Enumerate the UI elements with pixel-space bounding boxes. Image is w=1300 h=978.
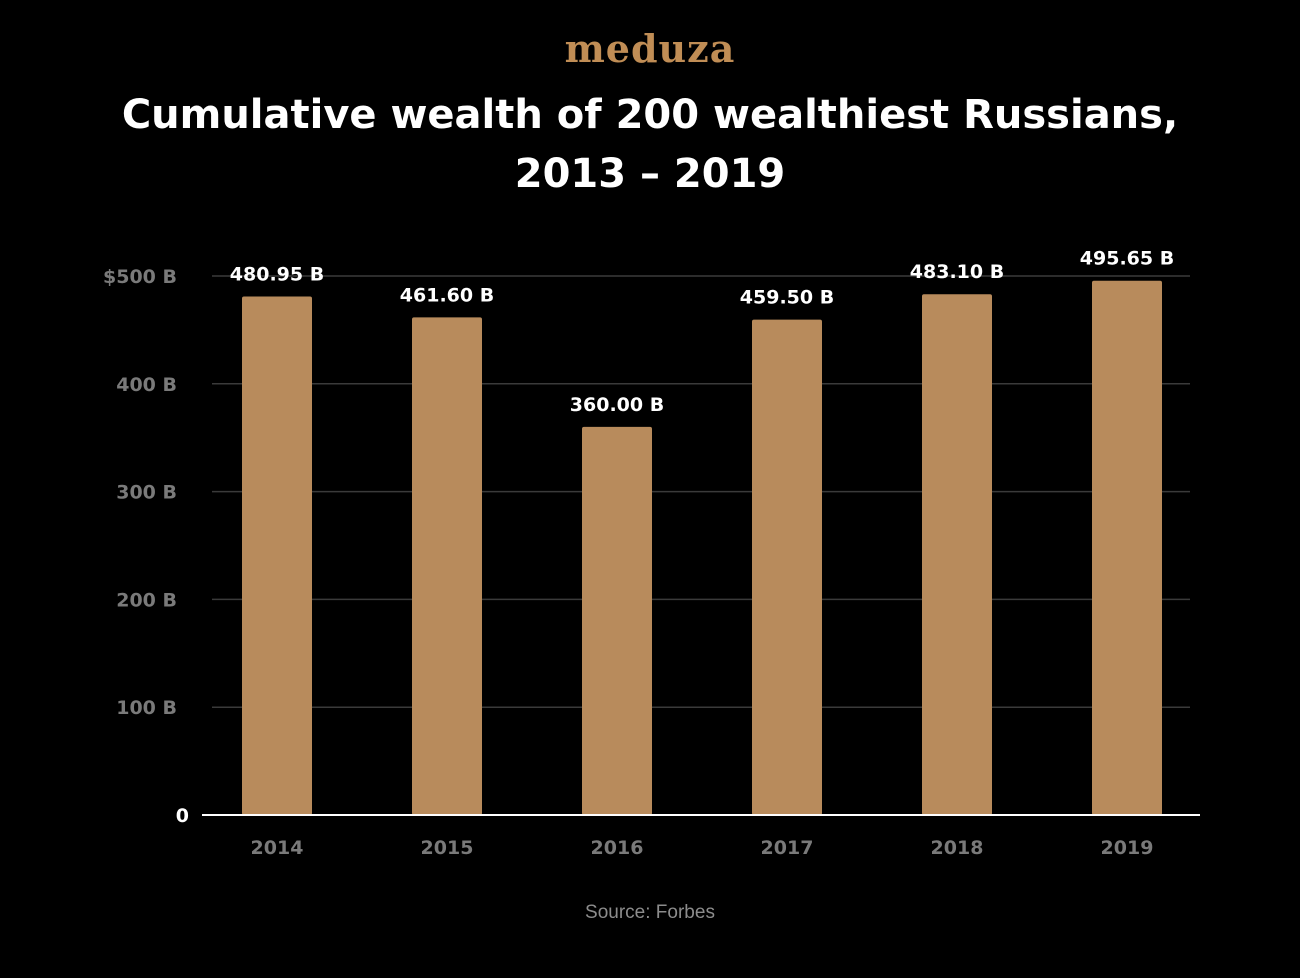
data-label: 483.10 B: [910, 261, 1004, 283]
chart-title-line-2: 2013 – 2019: [514, 151, 786, 197]
bar: [582, 426, 652, 815]
bar: [412, 317, 482, 815]
data-label: 480.95 B: [230, 264, 324, 286]
data-label: 459.50 B: [740, 287, 834, 309]
y-tick-label: 400 B: [116, 374, 177, 396]
chart-title-line-1: Cumulative wealth of 200 wealthiest Russ…: [121, 92, 1179, 138]
meduza-logo: meduza: [564, 26, 736, 71]
y-tick-label: $500 B: [103, 266, 177, 288]
y-tick-label: 300 B: [116, 482, 177, 504]
bar: [922, 294, 992, 815]
y-tick-label: 200 B: [116, 589, 177, 611]
x-tick-label: 2016: [591, 837, 644, 859]
data-label: 495.65 B: [1080, 248, 1174, 270]
x-tick-label: 2014: [251, 837, 304, 859]
x-tick-label: 2018: [931, 837, 984, 859]
data-label: 360.00 B: [570, 394, 664, 416]
y-tick-label: 0: [176, 805, 189, 827]
chart-title: Cumulative wealth of 200 wealthiest Russ…: [0, 86, 1300, 204]
source-note: Source: Forbes: [585, 902, 715, 923]
y-tick-label: 100 B: [116, 697, 177, 719]
bar: [242, 296, 312, 815]
bar: [1092, 280, 1162, 815]
bar: [752, 319, 822, 815]
x-tick-label: 2015: [421, 837, 474, 859]
x-tick-label: 2019: [1101, 837, 1154, 859]
data-label: 461.60 B: [400, 284, 494, 306]
x-tick-label: 2017: [761, 837, 814, 859]
